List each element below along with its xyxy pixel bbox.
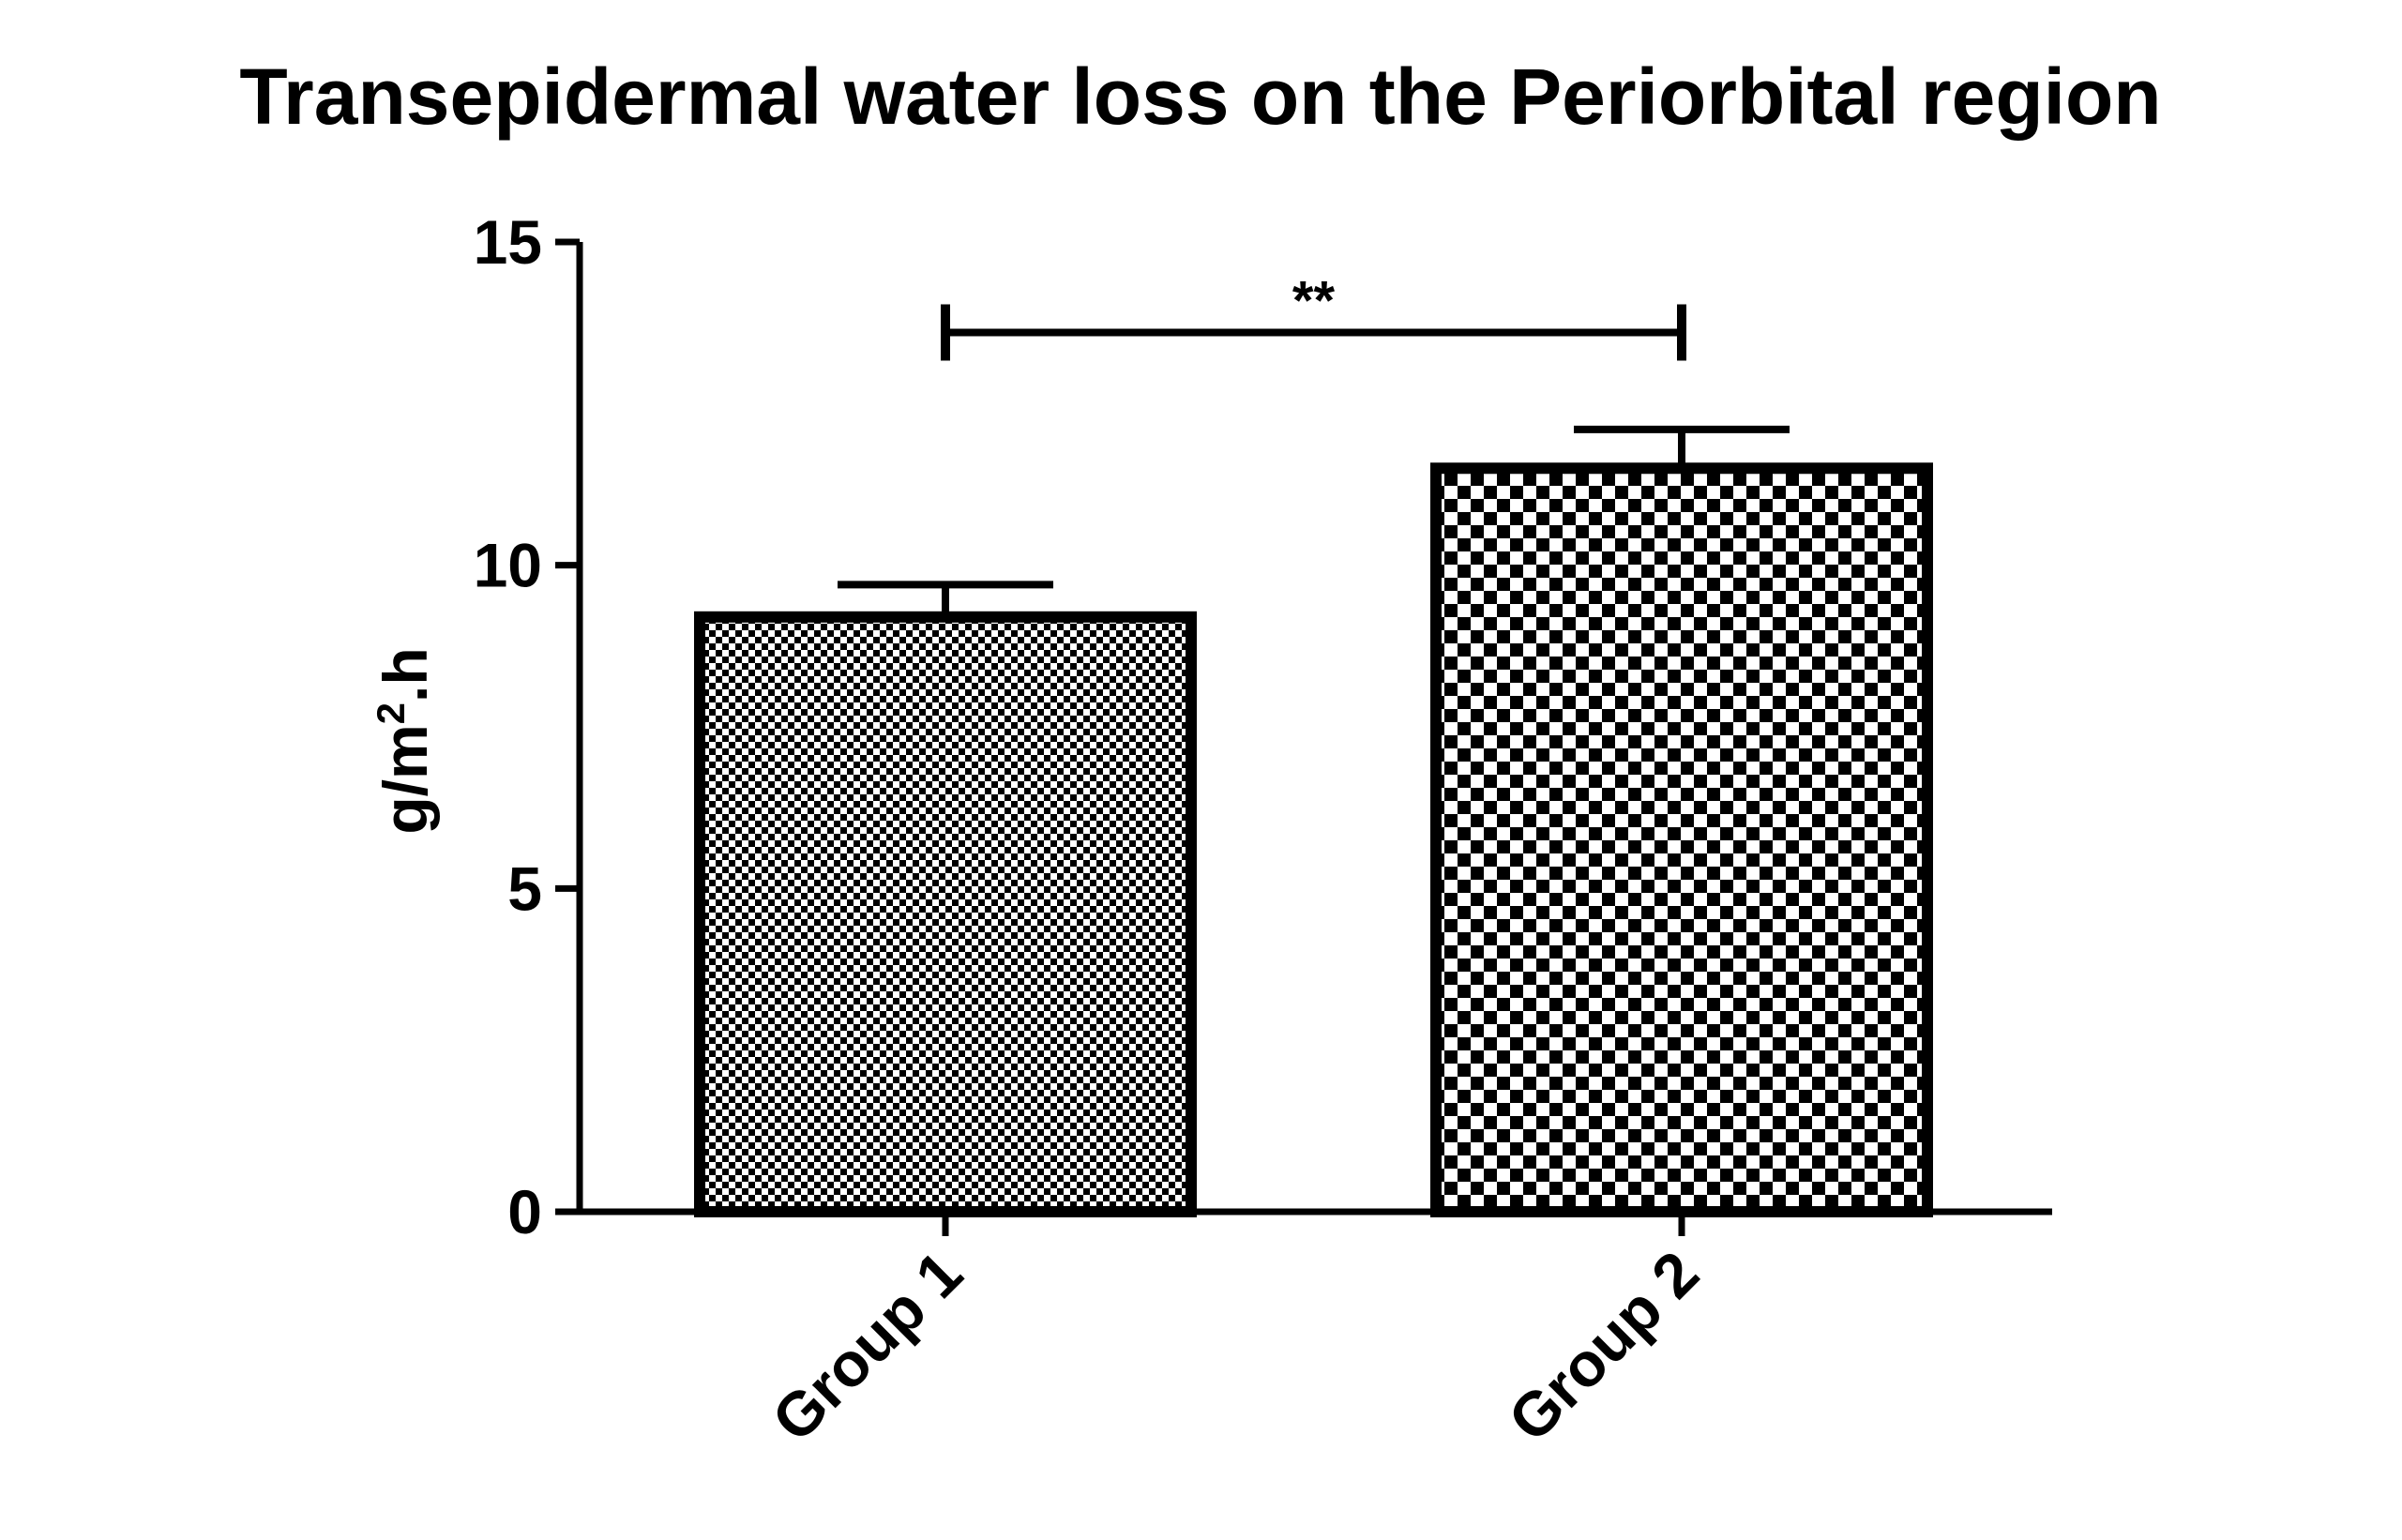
x-category-label: Group 2 <box>1495 1238 1712 1455</box>
y-axis-label: g/m2.h <box>369 647 440 834</box>
bar-1 <box>694 611 1197 1217</box>
plot-area: 0 5 10 15 Group 1 Group 2 ** <box>474 207 2052 1455</box>
bar-2 <box>1430 462 1933 1217</box>
x-category-label: Group 1 <box>759 1238 975 1455</box>
y-tick-label: 5 <box>507 853 542 923</box>
significance-label: ** <box>1292 271 1336 332</box>
y-tick-label: 0 <box>507 1177 542 1246</box>
y-axis-label-main: g/m <box>370 724 440 834</box>
y-tick-label: 10 <box>474 531 542 600</box>
y-axis-label-tail: .h <box>370 647 440 702</box>
y-tick-label: 15 <box>474 207 542 277</box>
chart-title: Transepidermal water loss on the Periorb… <box>239 53 2161 141</box>
y-axis-label-superscript: 2 <box>369 702 413 724</box>
